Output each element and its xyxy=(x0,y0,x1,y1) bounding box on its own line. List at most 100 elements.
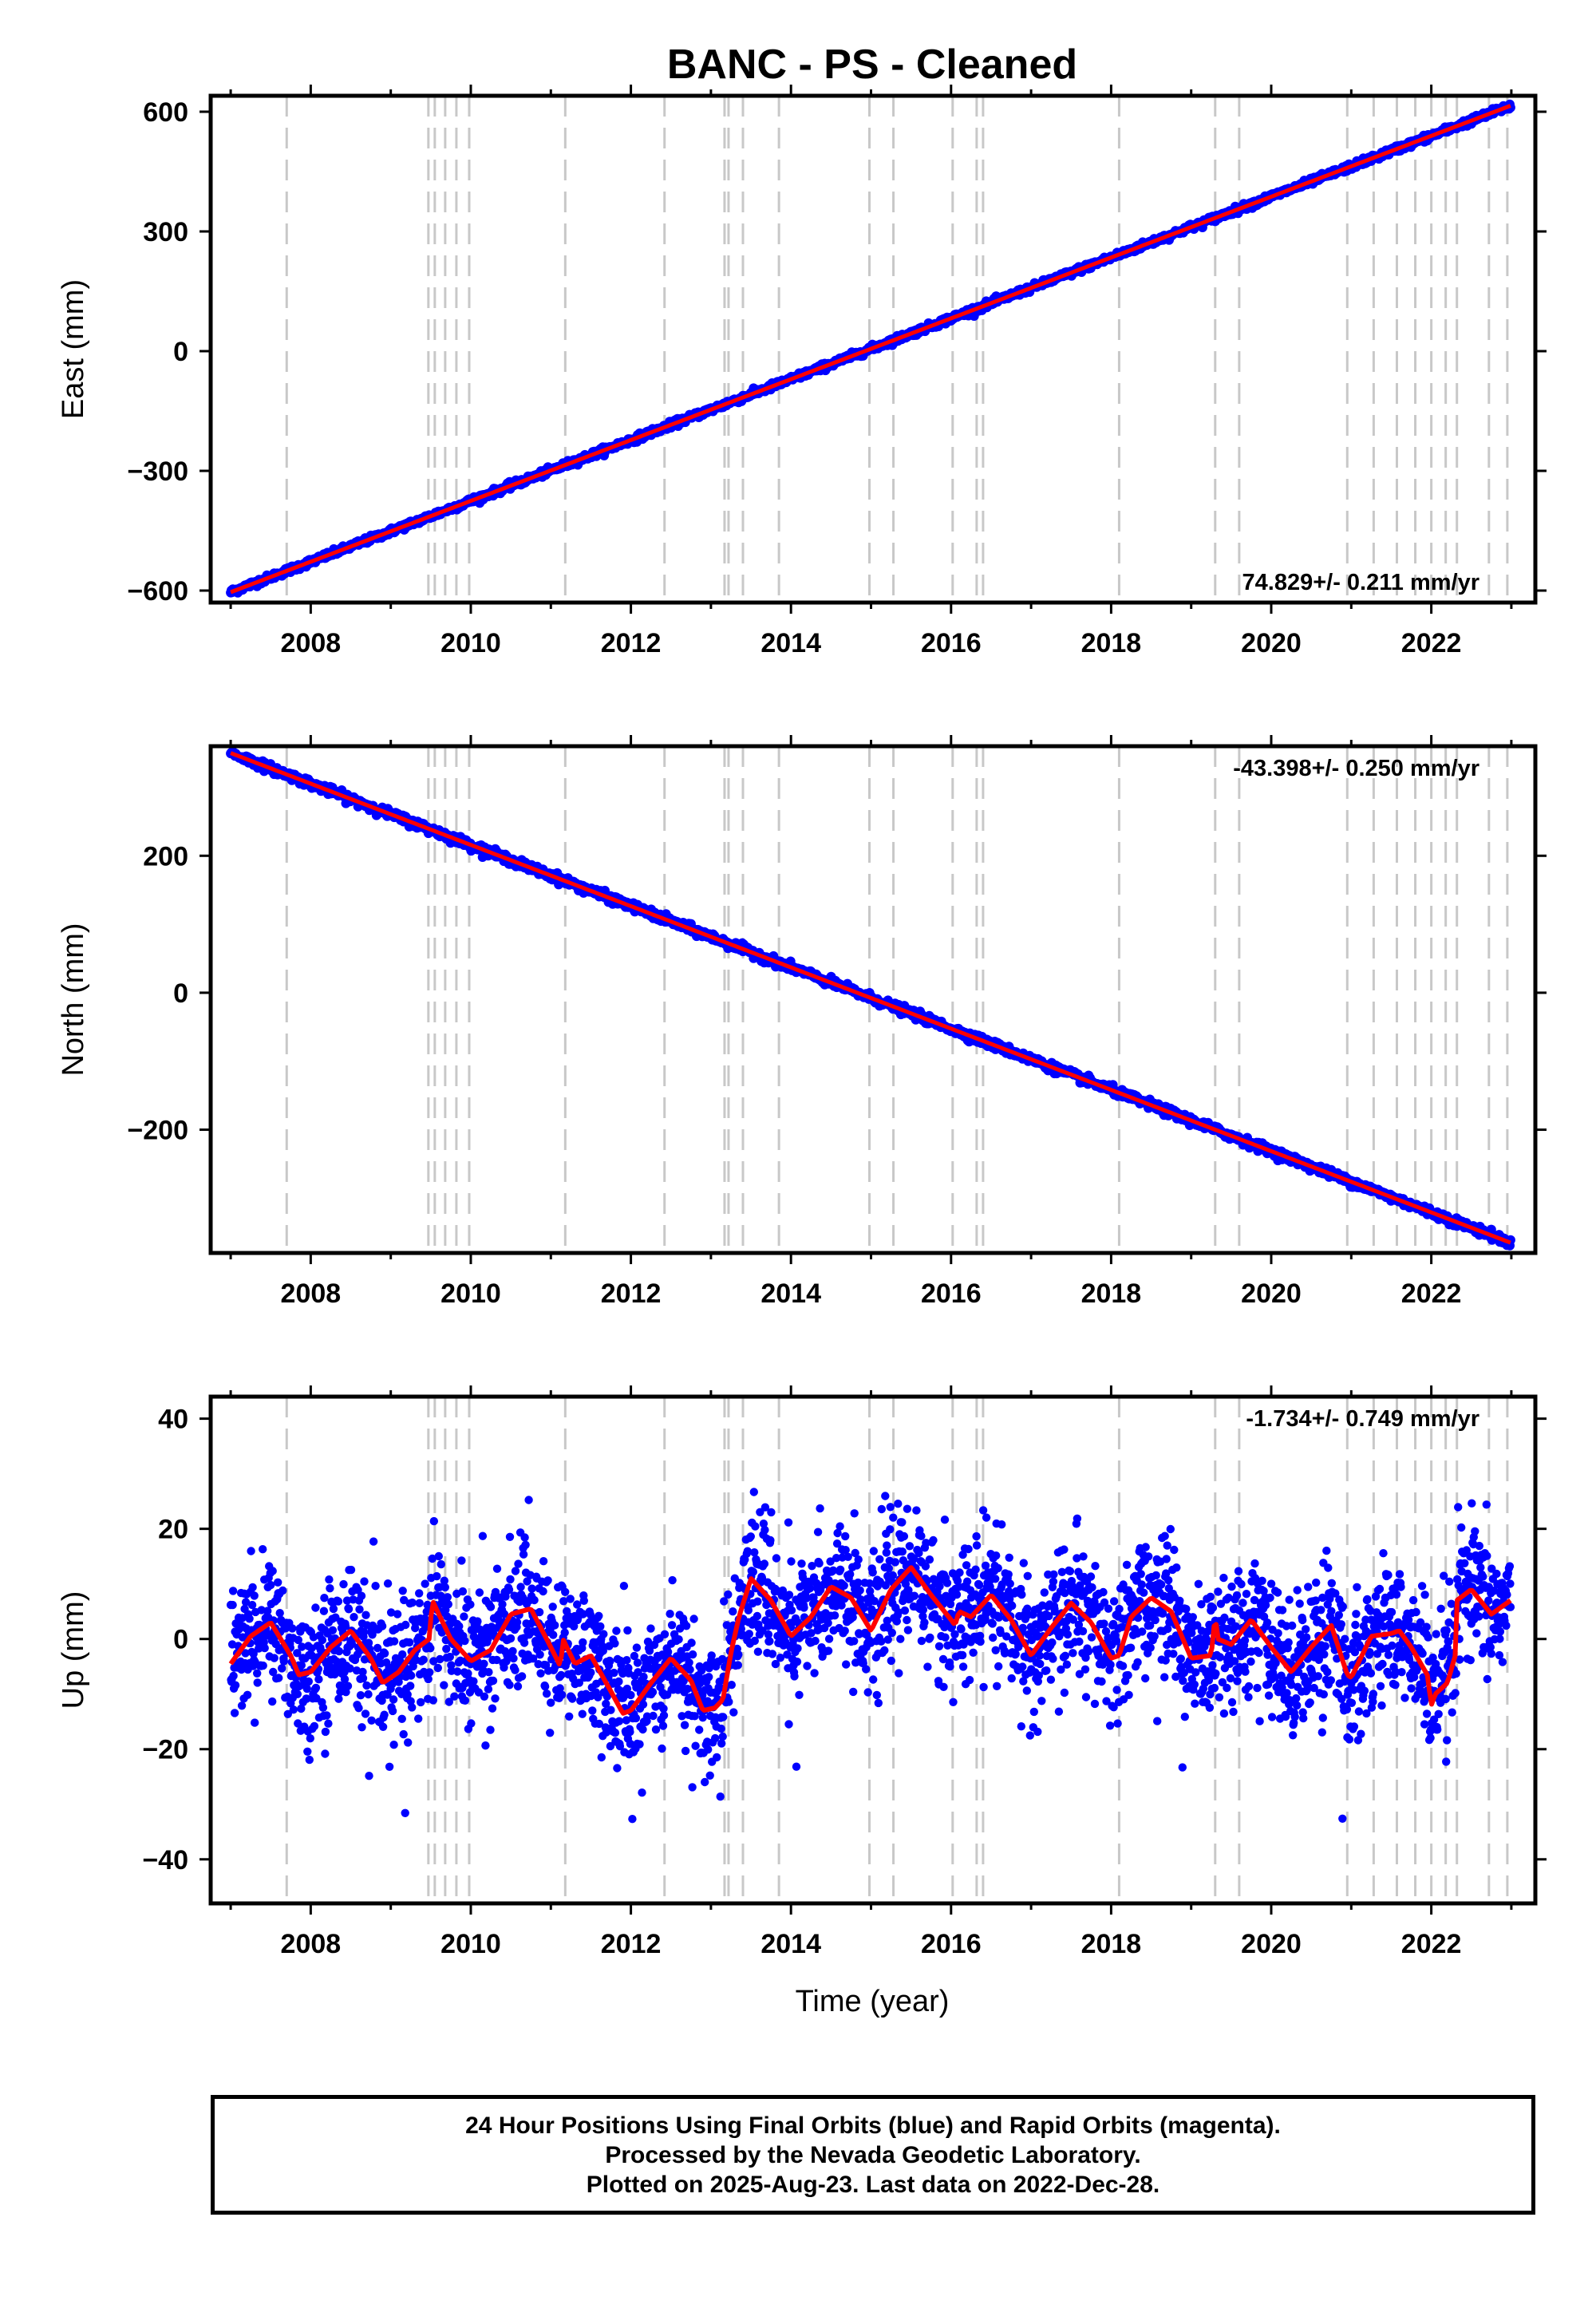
data-point xyxy=(369,1537,378,1546)
data-point xyxy=(248,1583,257,1592)
data-point xyxy=(437,1559,445,1569)
data-point xyxy=(539,1587,547,1596)
data-point xyxy=(364,1690,373,1699)
data-point xyxy=(626,1727,634,1737)
data-point xyxy=(398,1587,407,1595)
data-point xyxy=(237,1701,247,1710)
data-point xyxy=(318,1703,328,1712)
data-point xyxy=(289,1705,298,1714)
data-point xyxy=(334,1646,344,1656)
data-points xyxy=(226,1488,1515,1824)
data-point xyxy=(536,1669,545,1678)
data-point xyxy=(599,1630,608,1638)
data-point xyxy=(519,1550,528,1559)
data-point xyxy=(389,1695,398,1704)
data-point xyxy=(610,1729,620,1737)
data-point xyxy=(358,1723,366,1732)
y-tick-label: 0 xyxy=(173,978,188,1009)
data-point xyxy=(628,1815,637,1824)
data-point xyxy=(355,1605,364,1614)
data-point xyxy=(488,1676,498,1686)
data-point xyxy=(597,1753,606,1762)
data-point xyxy=(658,1721,668,1730)
data-point xyxy=(648,1688,658,1697)
data-point xyxy=(334,1694,343,1703)
x-tick-label: 2008 xyxy=(281,628,342,658)
data-point xyxy=(579,1638,587,1647)
data-point xyxy=(228,1600,237,1610)
x-tick-label: 2016 xyxy=(921,628,982,658)
data-point xyxy=(484,1685,493,1694)
data-point xyxy=(521,1540,530,1550)
fit-line xyxy=(230,104,1511,595)
data-point xyxy=(303,1747,312,1756)
data-point xyxy=(401,1620,410,1630)
data-point xyxy=(389,1741,398,1749)
data-point xyxy=(509,1654,518,1663)
data-point xyxy=(491,1694,500,1703)
data-point xyxy=(377,1622,387,1630)
data-point xyxy=(314,1675,323,1684)
data-point xyxy=(406,1682,415,1690)
data-point xyxy=(667,1621,677,1630)
data-point xyxy=(539,1557,548,1566)
data-point xyxy=(520,1533,529,1542)
data-point xyxy=(421,1579,429,1588)
data-point xyxy=(561,1587,570,1597)
y-tick-label: 600 xyxy=(143,97,188,128)
data-point xyxy=(551,1621,559,1630)
y-tick-label: 200 xyxy=(143,841,188,871)
data-point xyxy=(506,1575,515,1584)
data-point xyxy=(414,1714,423,1723)
data-point xyxy=(433,1663,442,1673)
data-point xyxy=(560,1628,569,1637)
data-point xyxy=(440,1681,448,1690)
data-point xyxy=(344,1605,354,1614)
data-point xyxy=(695,1725,704,1734)
data-point xyxy=(466,1600,475,1609)
data-point xyxy=(399,1729,408,1739)
data-point xyxy=(519,1638,529,1647)
data-point xyxy=(659,1711,669,1720)
data-point xyxy=(488,1704,497,1713)
data-point xyxy=(614,1677,623,1686)
x-tick-label: 2014 xyxy=(760,628,821,658)
y-tick-label: −600 xyxy=(127,576,188,607)
data-point xyxy=(268,1567,277,1575)
data-point xyxy=(578,1709,587,1718)
data-point xyxy=(433,1571,441,1581)
x-tick-label: 2016 xyxy=(921,1279,982,1309)
data-point xyxy=(460,1636,469,1646)
data-point xyxy=(547,1698,555,1707)
data-point xyxy=(632,1643,642,1652)
data-point xyxy=(512,1618,522,1627)
data-point xyxy=(404,1738,413,1747)
data-point xyxy=(288,1624,297,1633)
data-point xyxy=(688,1650,697,1659)
rate-label: -43.398+/- 0.250 mm/yr xyxy=(1233,756,1479,781)
data-point xyxy=(434,1551,443,1561)
data-point xyxy=(508,1646,517,1656)
x-tick-label: 2012 xyxy=(601,628,662,658)
data-point xyxy=(546,1729,555,1737)
data-point xyxy=(229,1671,238,1681)
x-tick-label: 2012 xyxy=(601,1279,662,1309)
data-point xyxy=(443,1593,452,1602)
data-point xyxy=(568,1694,577,1703)
data-point xyxy=(513,1682,523,1691)
data-point xyxy=(293,1690,302,1698)
data-point xyxy=(228,1587,238,1595)
data-point xyxy=(311,1603,320,1612)
data-point xyxy=(480,1692,489,1701)
data-point xyxy=(498,1600,507,1609)
data-point xyxy=(614,1717,624,1725)
data-point xyxy=(267,1580,275,1590)
data-point xyxy=(311,1683,321,1693)
data-point xyxy=(407,1671,416,1680)
data-point xyxy=(245,1614,254,1623)
data-point xyxy=(651,1725,661,1734)
data-point xyxy=(247,1547,255,1555)
data-point xyxy=(339,1579,348,1589)
x-tick-label: 2022 xyxy=(1401,1279,1462,1309)
data-point xyxy=(558,1690,567,1699)
